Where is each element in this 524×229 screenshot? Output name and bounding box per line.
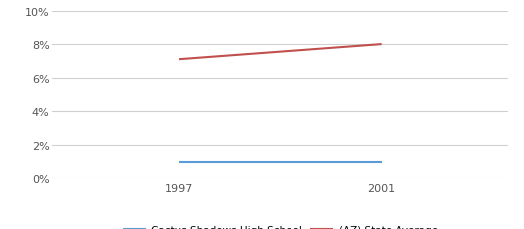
Line: (AZ) State Average: (AZ) State Average xyxy=(179,45,381,60)
Cactus Shadows High School xyxy=(176,161,182,163)
(AZ) State Average xyxy=(176,59,182,61)
Cactus Shadows High School xyxy=(378,161,385,163)
(AZ) State Average xyxy=(378,44,385,46)
Legend: Cactus Shadows High School, (AZ) State Average: Cactus Shadows High School, (AZ) State A… xyxy=(119,221,442,229)
